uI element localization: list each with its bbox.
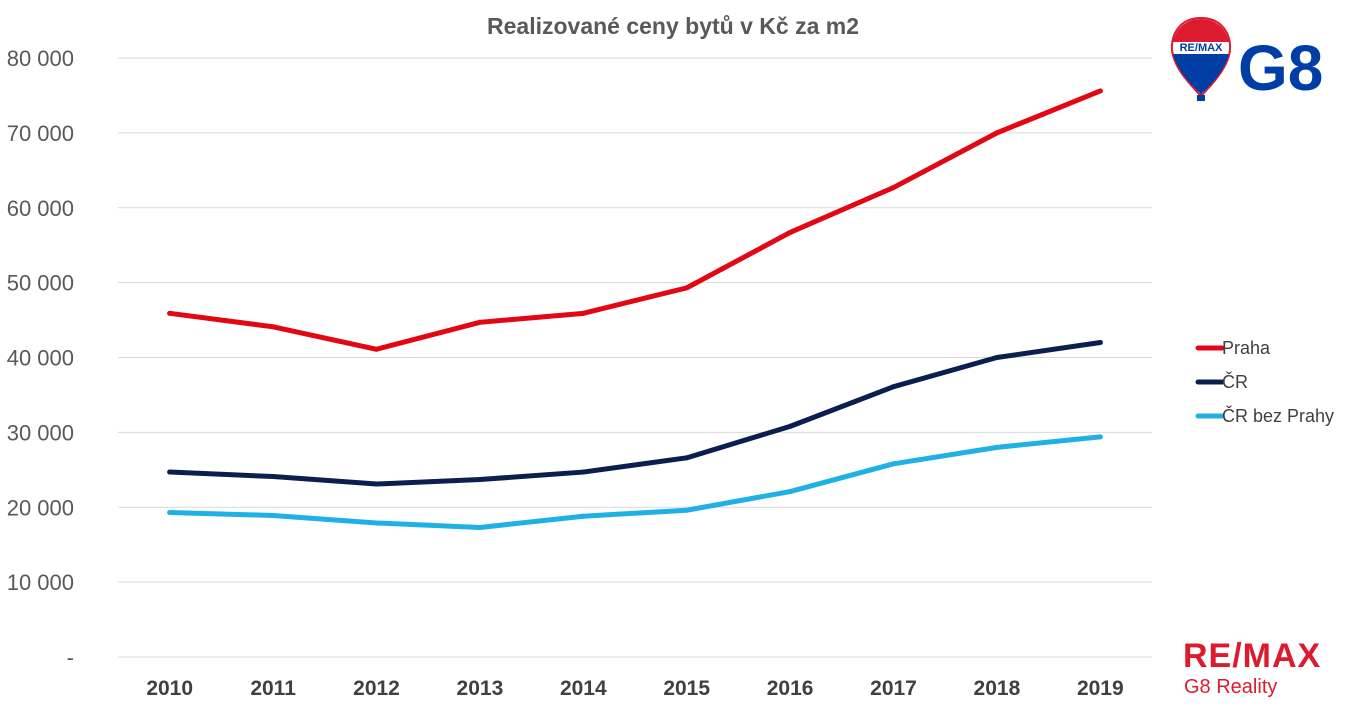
x-tick-label: 2019 [1077,677,1124,700]
x-tick-label: 2016 [767,677,814,700]
data-point [167,310,173,316]
data-point [891,384,896,390]
data-point [374,481,379,487]
data-point [684,507,690,513]
data-point [684,455,690,461]
data-point [891,185,896,191]
y-tick-label: 10 000 [7,570,74,595]
data-point [580,513,586,519]
x-tick-label: 2018 [974,677,1021,700]
footer-brand-office: G8 Reality [1184,676,1278,698]
y-tick-label: 20 000 [7,495,74,520]
x-tick-label: 2011 [250,677,296,700]
data-point [477,319,483,325]
y-tick-label: 60 000 [7,196,74,221]
x-tick-label: 2012 [353,677,400,700]
legend-label: Praha [1222,338,1271,358]
data-point [1097,434,1103,440]
y-tick-label: 30 000 [7,420,74,445]
legend: Praha ČR ČR bez Prahy [1195,338,1334,426]
data-point [994,130,1000,136]
balloon-icon [1170,16,1232,101]
x-tick-label: 2015 [663,677,710,700]
y-tick-label: - [67,645,74,670]
data-point [167,509,173,515]
y-tick-label: 50 000 [7,271,74,296]
data-point [1097,340,1103,346]
series-lines [167,88,1103,530]
data-point [477,524,483,530]
footer-brand-name: RE/MAX [1183,637,1322,675]
gridlines [118,57,1152,583]
y-axis: - 10 000 20 000 30 000 40 000 50 000 60 000 70 … [7,46,74,670]
data-point [994,355,1000,360]
remax-g8-logo: RE/MAX G8 [1170,16,1323,104]
data-point [994,444,1000,450]
data-point [787,423,793,429]
legend-label: ČR [1222,371,1248,392]
office-label: G8 [1238,32,1323,104]
series-line-praha [167,88,1103,352]
data-point [787,489,793,495]
data-point [374,346,379,352]
x-axis: 2010 2011 2012 2013 2014 2015 2016 2017 2018 2019 [118,656,1152,700]
x-tick-label: 2014 [560,677,607,700]
data-point [270,324,276,330]
x-tick-label: 2010 [146,677,193,700]
data-point [167,469,173,475]
x-tick-label: 2017 [870,677,917,700]
y-tick-label: 80 000 [7,46,74,71]
data-point [580,469,586,475]
data-point [374,520,379,526]
legend-label: ČR bez Prahy [1222,405,1334,426]
x-tick-label: 2013 [457,677,504,700]
y-tick-label: 40 000 [7,346,74,371]
data-point [787,229,793,235]
data-point [270,474,276,480]
data-point [891,461,896,467]
chart-title: Realizované ceny bytů v Kč za m2 [487,13,859,39]
series-line-cr-bez-prahy [167,434,1103,530]
data-point [684,285,690,291]
series-line-cr [167,340,1103,487]
data-point [1097,88,1103,94]
data-point [270,512,276,518]
balloon-label: RE/MAX [1180,42,1223,54]
y-tick-label: 70 000 [7,121,74,146]
data-point [477,477,483,483]
data-point [580,310,586,316]
